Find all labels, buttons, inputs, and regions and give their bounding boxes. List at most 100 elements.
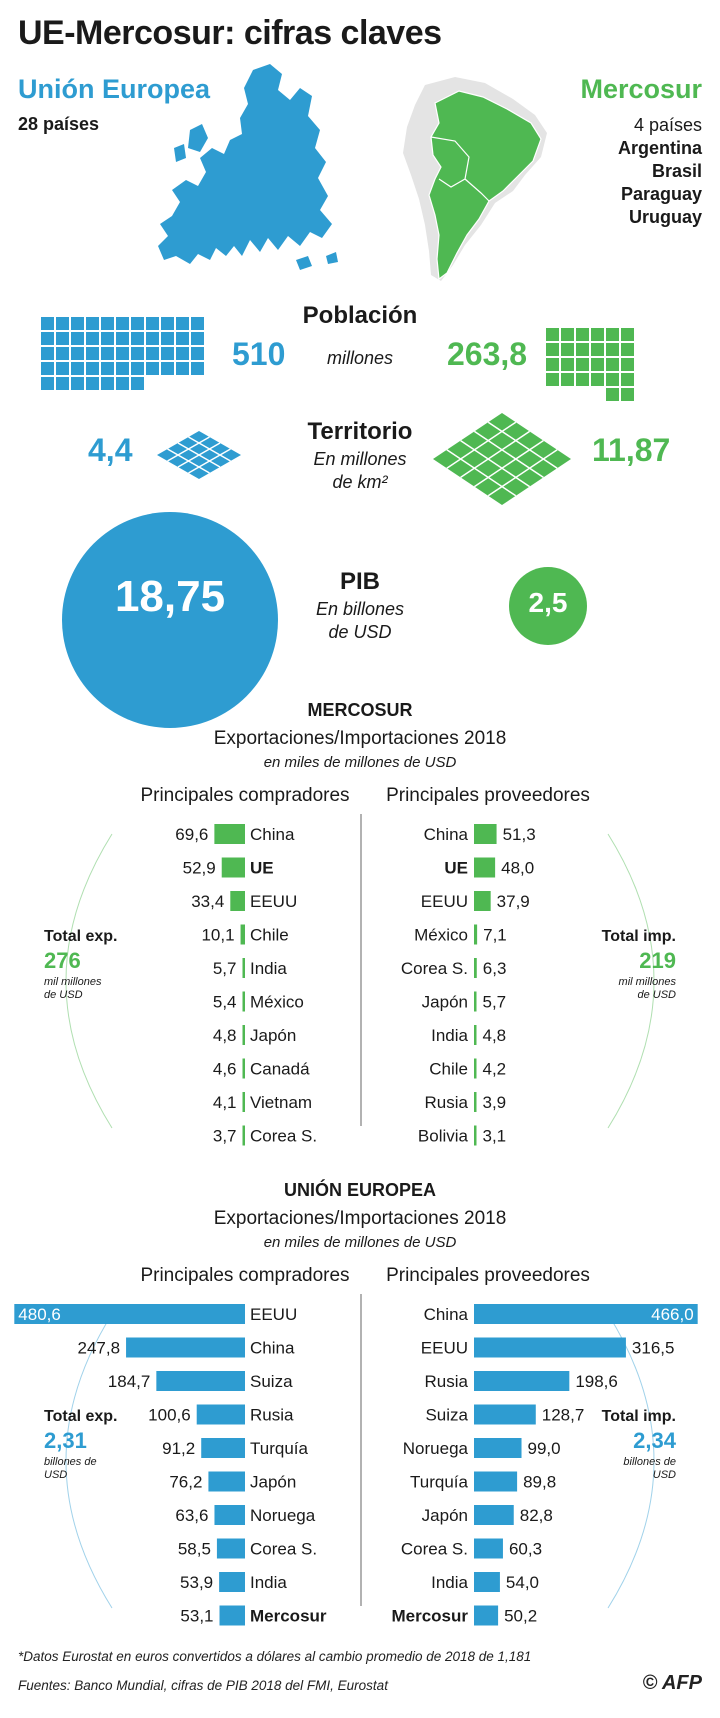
territory-unit: En millones de km² xyxy=(270,448,450,494)
supplier-value: 4,2 xyxy=(483,1060,507,1079)
population-square xyxy=(116,332,129,345)
population-square xyxy=(176,332,189,345)
eu-gdp-circle xyxy=(62,512,278,728)
total-exp-unit: mil millones xyxy=(44,976,102,988)
territory-unit-line2: de km² xyxy=(332,472,388,492)
buyer-bar xyxy=(242,1058,245,1079)
buyer-name: Suiza xyxy=(250,1372,293,1391)
buyer-name: Turquía xyxy=(250,1439,309,1458)
population-square xyxy=(71,332,84,345)
supplier-bar xyxy=(474,1337,626,1358)
buyer-bar xyxy=(221,857,245,878)
buyer-value: 184,7 xyxy=(108,1372,151,1391)
supplier-bar xyxy=(474,1471,518,1492)
suppliers-header: Principales proveedores xyxy=(386,785,590,806)
population-square xyxy=(606,373,619,386)
buyer-name: China xyxy=(250,1339,295,1358)
block-title: UNIÓN EUROPEA xyxy=(284,1179,436,1200)
total-exp-arc xyxy=(65,833,113,1129)
supplier-bar xyxy=(474,891,491,911)
territory-label: Territorio xyxy=(307,418,413,445)
population-square xyxy=(86,347,99,360)
supplier-value: 3,1 xyxy=(483,1127,507,1146)
supplier-name: México xyxy=(414,926,468,945)
supplier-bar xyxy=(474,857,496,878)
buyer-bar xyxy=(242,958,245,978)
population-square xyxy=(621,388,634,401)
buyer-bar xyxy=(156,1371,245,1391)
buyer-name: EEUU xyxy=(250,892,297,911)
population-square xyxy=(101,377,114,390)
eu-territory-value: 4,4 xyxy=(88,432,133,468)
buyer-name: Noruega xyxy=(250,1506,316,1525)
population-square xyxy=(86,362,99,375)
member-paraguay: Paraguay xyxy=(620,184,702,204)
population-square xyxy=(591,343,604,356)
population-square xyxy=(621,328,634,341)
supplier-name: EEUU xyxy=(421,1339,468,1358)
buyer-value: 69,6 xyxy=(175,825,208,844)
buyer-bar xyxy=(214,824,245,844)
population-square xyxy=(146,347,159,360)
population-square xyxy=(576,328,589,341)
territory-grid-line xyxy=(177,442,221,468)
supplier-bar xyxy=(474,1058,477,1079)
block-unit: en miles de millones de USD xyxy=(264,1234,457,1251)
supplier-name: Rusia xyxy=(425,1093,469,1112)
population-square xyxy=(561,328,574,341)
buyers-header: Principales compradores xyxy=(140,1265,349,1286)
buyer-value: 480,6 xyxy=(18,1305,61,1324)
total-exp-label: Total exp. xyxy=(44,1408,118,1425)
buyer-bar xyxy=(196,1404,245,1425)
supplier-value: 54,0 xyxy=(506,1573,539,1592)
member-argentina: Argentina xyxy=(617,138,702,158)
buyer-value: 58,5 xyxy=(178,1540,211,1559)
buyers-header: Principales compradores xyxy=(140,785,349,806)
buyer-name: Japón xyxy=(250,1026,296,1045)
population-square xyxy=(591,328,604,341)
territory-grid-line xyxy=(473,439,544,488)
population-square xyxy=(161,332,174,345)
population-square xyxy=(131,317,144,330)
block-subtitle: Exportaciones/Importaciones 2018 xyxy=(214,728,507,749)
supplier-name: China xyxy=(424,825,469,844)
buyer-name: India xyxy=(250,959,287,978)
population-square xyxy=(546,328,559,341)
total-imp-unit: de USD xyxy=(637,989,676,1001)
total-exp-unit: billones de xyxy=(44,1456,97,1468)
supplier-bar xyxy=(474,824,497,844)
total-imp-unit: USD xyxy=(653,1469,676,1481)
population-square xyxy=(146,362,159,375)
population-square xyxy=(576,358,589,371)
supplier-value: 48,0 xyxy=(501,859,534,878)
buyer-bar xyxy=(242,1025,245,1045)
population-square xyxy=(606,343,619,356)
population-square xyxy=(86,332,99,345)
population-square xyxy=(146,317,159,330)
population-square xyxy=(41,362,54,375)
total-exp-unit: de USD xyxy=(44,989,83,1001)
buyer-value: 33,4 xyxy=(191,892,224,911)
population-square xyxy=(191,317,204,330)
eu-territory-icon xyxy=(157,431,241,479)
population-square xyxy=(86,377,99,390)
member-brasil: Brasil xyxy=(651,161,702,181)
population-square xyxy=(116,362,129,375)
population-square xyxy=(621,358,634,371)
buyer-value: 3,7 xyxy=(213,1127,237,1146)
buyer-bar xyxy=(240,924,245,945)
supplier-name: Mercosur xyxy=(391,1607,468,1626)
supplier-name: Rusia xyxy=(425,1372,469,1391)
buyer-bar xyxy=(219,1572,245,1592)
population-square xyxy=(101,362,114,375)
population-square xyxy=(561,358,574,371)
population-square xyxy=(606,388,619,401)
population-square xyxy=(191,332,204,345)
supplier-value: 89,8 xyxy=(523,1473,556,1492)
population-square xyxy=(161,347,174,360)
population-square xyxy=(131,362,144,375)
buyer-bar xyxy=(242,1125,245,1146)
population-square xyxy=(71,317,84,330)
buyer-name: Chile xyxy=(250,926,289,945)
supplier-name: Corea S. xyxy=(401,959,468,978)
